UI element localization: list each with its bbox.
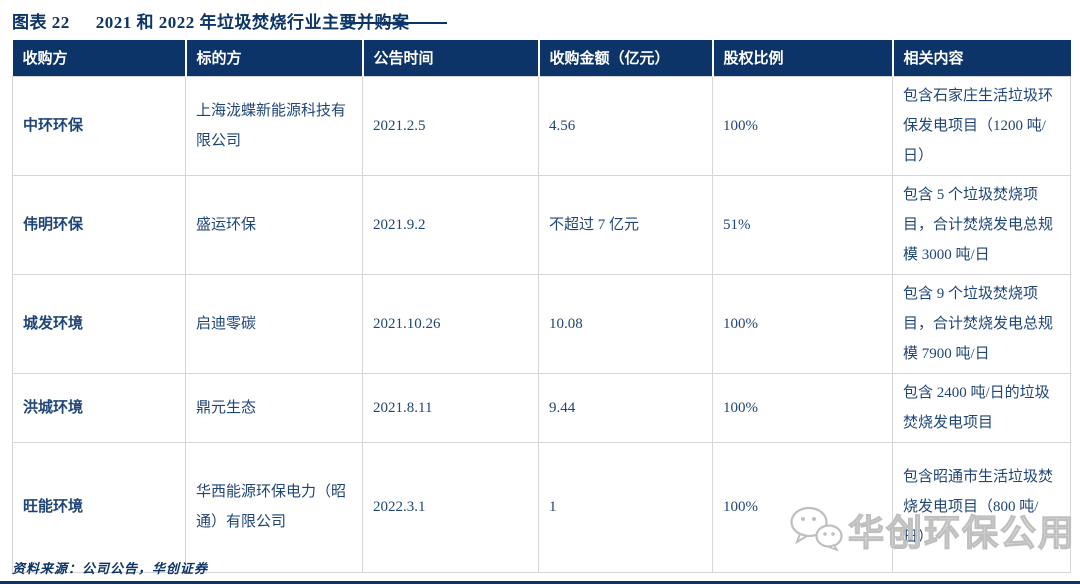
cell-target: 上海泷蝶新能源科技有限公司: [185, 75, 363, 176]
cell-announce-date: 2021.10.26: [362, 273, 539, 374]
table-row: 城发环境 启迪零碳 2021.10.26 10.08 100% 包含 9 个垃圾…: [12, 273, 1071, 374]
cell-related-content: 包含石家庄生活垃圾环保发电项目（1200 吨/日）: [892, 75, 1071, 176]
cell-equity-ratio: 100%: [712, 75, 893, 176]
figure-title-label: 图表 22: [12, 13, 70, 32]
source-note: 资料来源：公司公告，华创证券: [12, 561, 209, 576]
table-row: 中环环保 上海泷蝶新能源科技有限公司 2021.2.5 4.56 100% 包含…: [12, 75, 1071, 176]
cell-equity-ratio: 100%: [712, 372, 893, 443]
header-announce-date: 公告时间: [362, 40, 540, 77]
cell-acquirer: 伟明环保: [12, 174, 186, 275]
header-amount: 收购金额（亿元）: [538, 40, 714, 77]
cell-amount: 不超过 7 亿元: [538, 174, 713, 275]
cell-target: 鼎元生态: [185, 372, 363, 443]
cell-amount: 10.08: [538, 273, 713, 374]
cell-target: 启迪零碳: [185, 273, 363, 374]
cell-equity-ratio: 51%: [712, 174, 893, 275]
cell-announce-date: 2021.9.2: [362, 174, 539, 275]
figure-title-text: 2021 和 2022 年垃圾焚烧行业主要并购案: [95, 13, 410, 32]
cell-announce-date: 2021.8.11: [362, 372, 539, 443]
mna-table: 收购方 标的方 公告时间 收购金额（亿元） 股权比例 相关内容 中环环保 上海泷…: [12, 40, 1071, 573]
cell-related-content: 包含 5 个垃圾焚烧项目，合计焚烧发电总规模 3000 吨/日: [892, 174, 1071, 275]
header-equity-ratio: 股权比例: [712, 40, 894, 77]
header-target: 标的方: [185, 40, 364, 77]
table-header-row: 收购方 标的方 公告时间 收购金额（亿元） 股权比例 相关内容: [12, 40, 1071, 77]
cell-related-content: 包含 2400 吨/日的垃圾焚烧发电项目: [892, 372, 1071, 443]
cell-amount: 9.44: [538, 372, 713, 443]
cell-acquirer: 城发环境: [12, 273, 186, 374]
cell-acquirer: 中环环保: [12, 75, 186, 176]
table-row: 伟明环保 盛运环保 2021.9.2 不超过 7 亿元 51% 包含 5 个垃圾…: [12, 174, 1071, 275]
header-acquirer: 收购方: [12, 40, 187, 77]
title-strikethrough-line: [348, 22, 447, 24]
cell-equity-ratio: 100%: [712, 441, 893, 573]
table-row: 旺能环境 华西能源环保电力（昭通）有限公司 2022.3.1 1 100% 包含…: [12, 441, 1071, 573]
cell-acquirer: 洪城环境: [12, 372, 186, 443]
header-related-content: 相关内容: [892, 40, 1071, 77]
cell-acquirer: 旺能环境: [12, 441, 186, 573]
figure-title: 图表 22 2021 和 2022 年垃圾焚烧行业主要并购案: [12, 8, 410, 33]
cell-related-content: 包含 9 个垃圾焚烧项目，合计焚烧发电总规模 7900 吨/日: [892, 273, 1071, 374]
cell-announce-date: 2022.3.1: [362, 441, 539, 573]
cell-related-content: 包含昭通市生活垃圾焚烧发电项目（800 吨/日）: [892, 441, 1071, 573]
cell-amount: 4.56: [538, 75, 713, 176]
cell-target: 华西能源环保电力（昭通）有限公司: [185, 441, 363, 573]
table-row: 洪城环境 鼎元生态 2021.8.11 9.44 100% 包含 2400 吨/…: [12, 372, 1071, 443]
cell-amount: 1: [538, 441, 713, 573]
cell-target: 盛运环保: [185, 174, 363, 275]
cell-equity-ratio: 100%: [712, 273, 893, 374]
bottom-divider-line: [0, 581, 1080, 584]
cell-announce-date: 2021.2.5: [362, 75, 539, 176]
